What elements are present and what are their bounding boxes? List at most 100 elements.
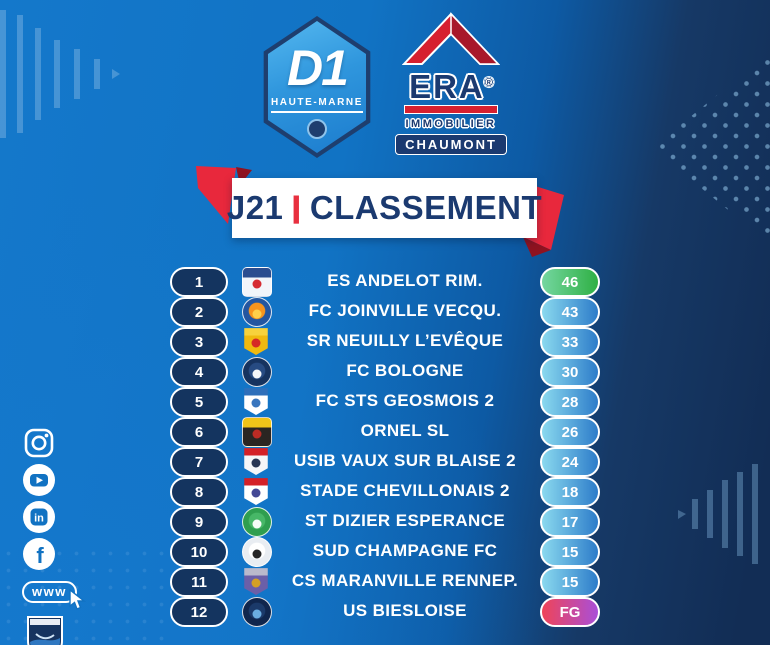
svg-text:in: in [34, 513, 44, 525]
club-logo-icon [244, 478, 268, 505]
points-badge: 28 [540, 387, 600, 417]
rank-number: 6 [194, 423, 204, 441]
table-row: 7 USIB VAUX SUR BLAISE 2 24 [170, 446, 600, 477]
youtube-icon[interactable] [22, 463, 56, 497]
team-name: SR NEUILLY L’EVÊQUE [306, 331, 504, 350]
linkedin-icon[interactable]: in [22, 500, 56, 534]
rank-badge: 9 [170, 507, 228, 537]
registered-mark: ® [484, 77, 493, 89]
rank-number: 5 [194, 393, 204, 411]
website-label: www [32, 584, 67, 599]
table-row: 10 SUD CHAMPAGNE FC 15 [170, 536, 600, 567]
rank-badge: 5 [170, 387, 228, 417]
team-name: ORNEL SL [360, 421, 450, 440]
title-banner: J21 | CLASSEMENT [227, 178, 542, 238]
table-row: 6 ORNEL SL 26 [170, 416, 600, 447]
table-row: 8 STADE CHEVILLONAIS 2 18 [170, 476, 600, 507]
era-roof-icon [402, 12, 500, 65]
points-badge: 15 [540, 567, 600, 597]
rank-badge: 10 [170, 537, 228, 567]
club-logo-icon [242, 537, 272, 567]
rank-number: 2 [194, 303, 204, 321]
league-logo-crest-icon [307, 119, 327, 139]
team-name: FC BOLOGNE [346, 361, 464, 380]
club-logo-icon [244, 388, 268, 415]
team-name: ES ANDELOT RIM. [327, 271, 483, 290]
club-logo-icon [244, 448, 268, 475]
points-badge: FG [540, 597, 600, 627]
table-row: 3 SR NEUILLY L’EVÊQUE 33 [170, 326, 600, 357]
team-name: FC STS GEOSMOIS 2 [315, 391, 495, 410]
rank-badge: 6 [170, 417, 228, 447]
club-logo-icon [244, 568, 268, 595]
sponsor-logo-era: ERA® IMMOBILIER CHAUMONT [395, 12, 507, 170]
rank-number: 9 [194, 513, 204, 531]
standings-table: 1 ES ANDELOT RIM. 46 2 FC JOINVILLE VECQ… [170, 266, 600, 627]
table-row: 11 CS MARANVILLE RENNEP. 15 [170, 566, 600, 597]
points-badge: 26 [540, 417, 600, 447]
points-badge: 46 [540, 267, 600, 297]
team-name: CS MARANVILLE RENNEP. [291, 571, 519, 590]
points-badge: 18 [540, 477, 600, 507]
club-logo-icon [242, 597, 272, 627]
club-logo-icon [242, 507, 272, 537]
club-logo-icon [244, 328, 268, 355]
league-logo-d1-haute-marne: D1 HAUTE-MARNE [263, 16, 371, 158]
rank-badge: 1 [170, 267, 228, 297]
rank-badge: 3 [170, 327, 228, 357]
rank-number: 8 [194, 483, 204, 501]
rank-badge: 4 [170, 357, 228, 387]
sponsor-brand: ERA® [409, 68, 493, 105]
points-badge: 43 [540, 297, 600, 327]
rank-badge: 2 [170, 297, 228, 327]
club-logo-icon [242, 267, 272, 297]
svg-text:f: f [36, 543, 44, 568]
rank-number: 12 [190, 603, 208, 621]
team-name: US BIESLOISE [343, 601, 467, 620]
banner-separator: | [290, 191, 303, 224]
league-logo-title: D1 [287, 40, 349, 96]
era-red-bar [404, 105, 498, 114]
table-row: 9 ST DIZIER ESPERANCE 17 [170, 506, 600, 537]
table-row: 12 US BIESLOISE FG [170, 596, 600, 627]
rank-number: 3 [194, 333, 204, 351]
points-badge: 15 [540, 537, 600, 567]
equalizer-bars-bottom-right [678, 464, 758, 564]
league-logo-subtitle: HAUTE-MARNE [270, 97, 364, 113]
matchday-label: J21 [226, 189, 284, 226]
rank-badge: 8 [170, 477, 228, 507]
equalizer-bars-top-left [0, 10, 120, 138]
sponsor-city: CHAUMONT [395, 134, 507, 155]
team-name: STADE CHEVILLONAIS 2 [300, 481, 510, 500]
rank-number: 11 [191, 573, 207, 591]
table-row: 1 ES ANDELOT RIM. 46 [170, 266, 600, 297]
rank-number: 10 [190, 543, 208, 561]
rank-badge: 11 [170, 567, 228, 597]
team-name: USIB VAUX SUR BLAISE 2 [294, 451, 516, 470]
page-title: CLASSEMENT [309, 189, 543, 226]
club-logo-icon [242, 297, 272, 327]
points-badge: 30 [540, 357, 600, 387]
team-name: SUD CHAMPAGNE FC [312, 541, 498, 560]
table-row: 2 FC JOINVILLE VECQU. 43 [170, 296, 600, 327]
club-logo-icon [242, 357, 272, 387]
dots-pattern-top-right [652, 52, 770, 244]
table-row: 4 FC BOLOGNE 30 [170, 356, 600, 387]
facebook-icon[interactable]: f [22, 537, 56, 571]
points-badge: 17 [540, 507, 600, 537]
points-badge: 24 [540, 447, 600, 477]
club-logo-icon [242, 417, 272, 447]
rank-number: 4 [194, 363, 204, 381]
district-club-badge [27, 616, 63, 645]
social-links: in f www [22, 426, 86, 645]
table-row: 5 FC STS GEOSMOIS 2 28 [170, 386, 600, 417]
rank-badge: 12 [170, 597, 228, 627]
instagram-icon[interactable] [22, 426, 56, 460]
rank-badge: 7 [170, 447, 228, 477]
cursor-icon [69, 589, 86, 610]
rank-number: 7 [194, 453, 204, 471]
website-button[interactable]: www [22, 581, 86, 610]
league-logo-inner: D1 HAUTE-MARNE [267, 21, 367, 153]
sponsor-line2: IMMOBILIER [405, 118, 497, 130]
